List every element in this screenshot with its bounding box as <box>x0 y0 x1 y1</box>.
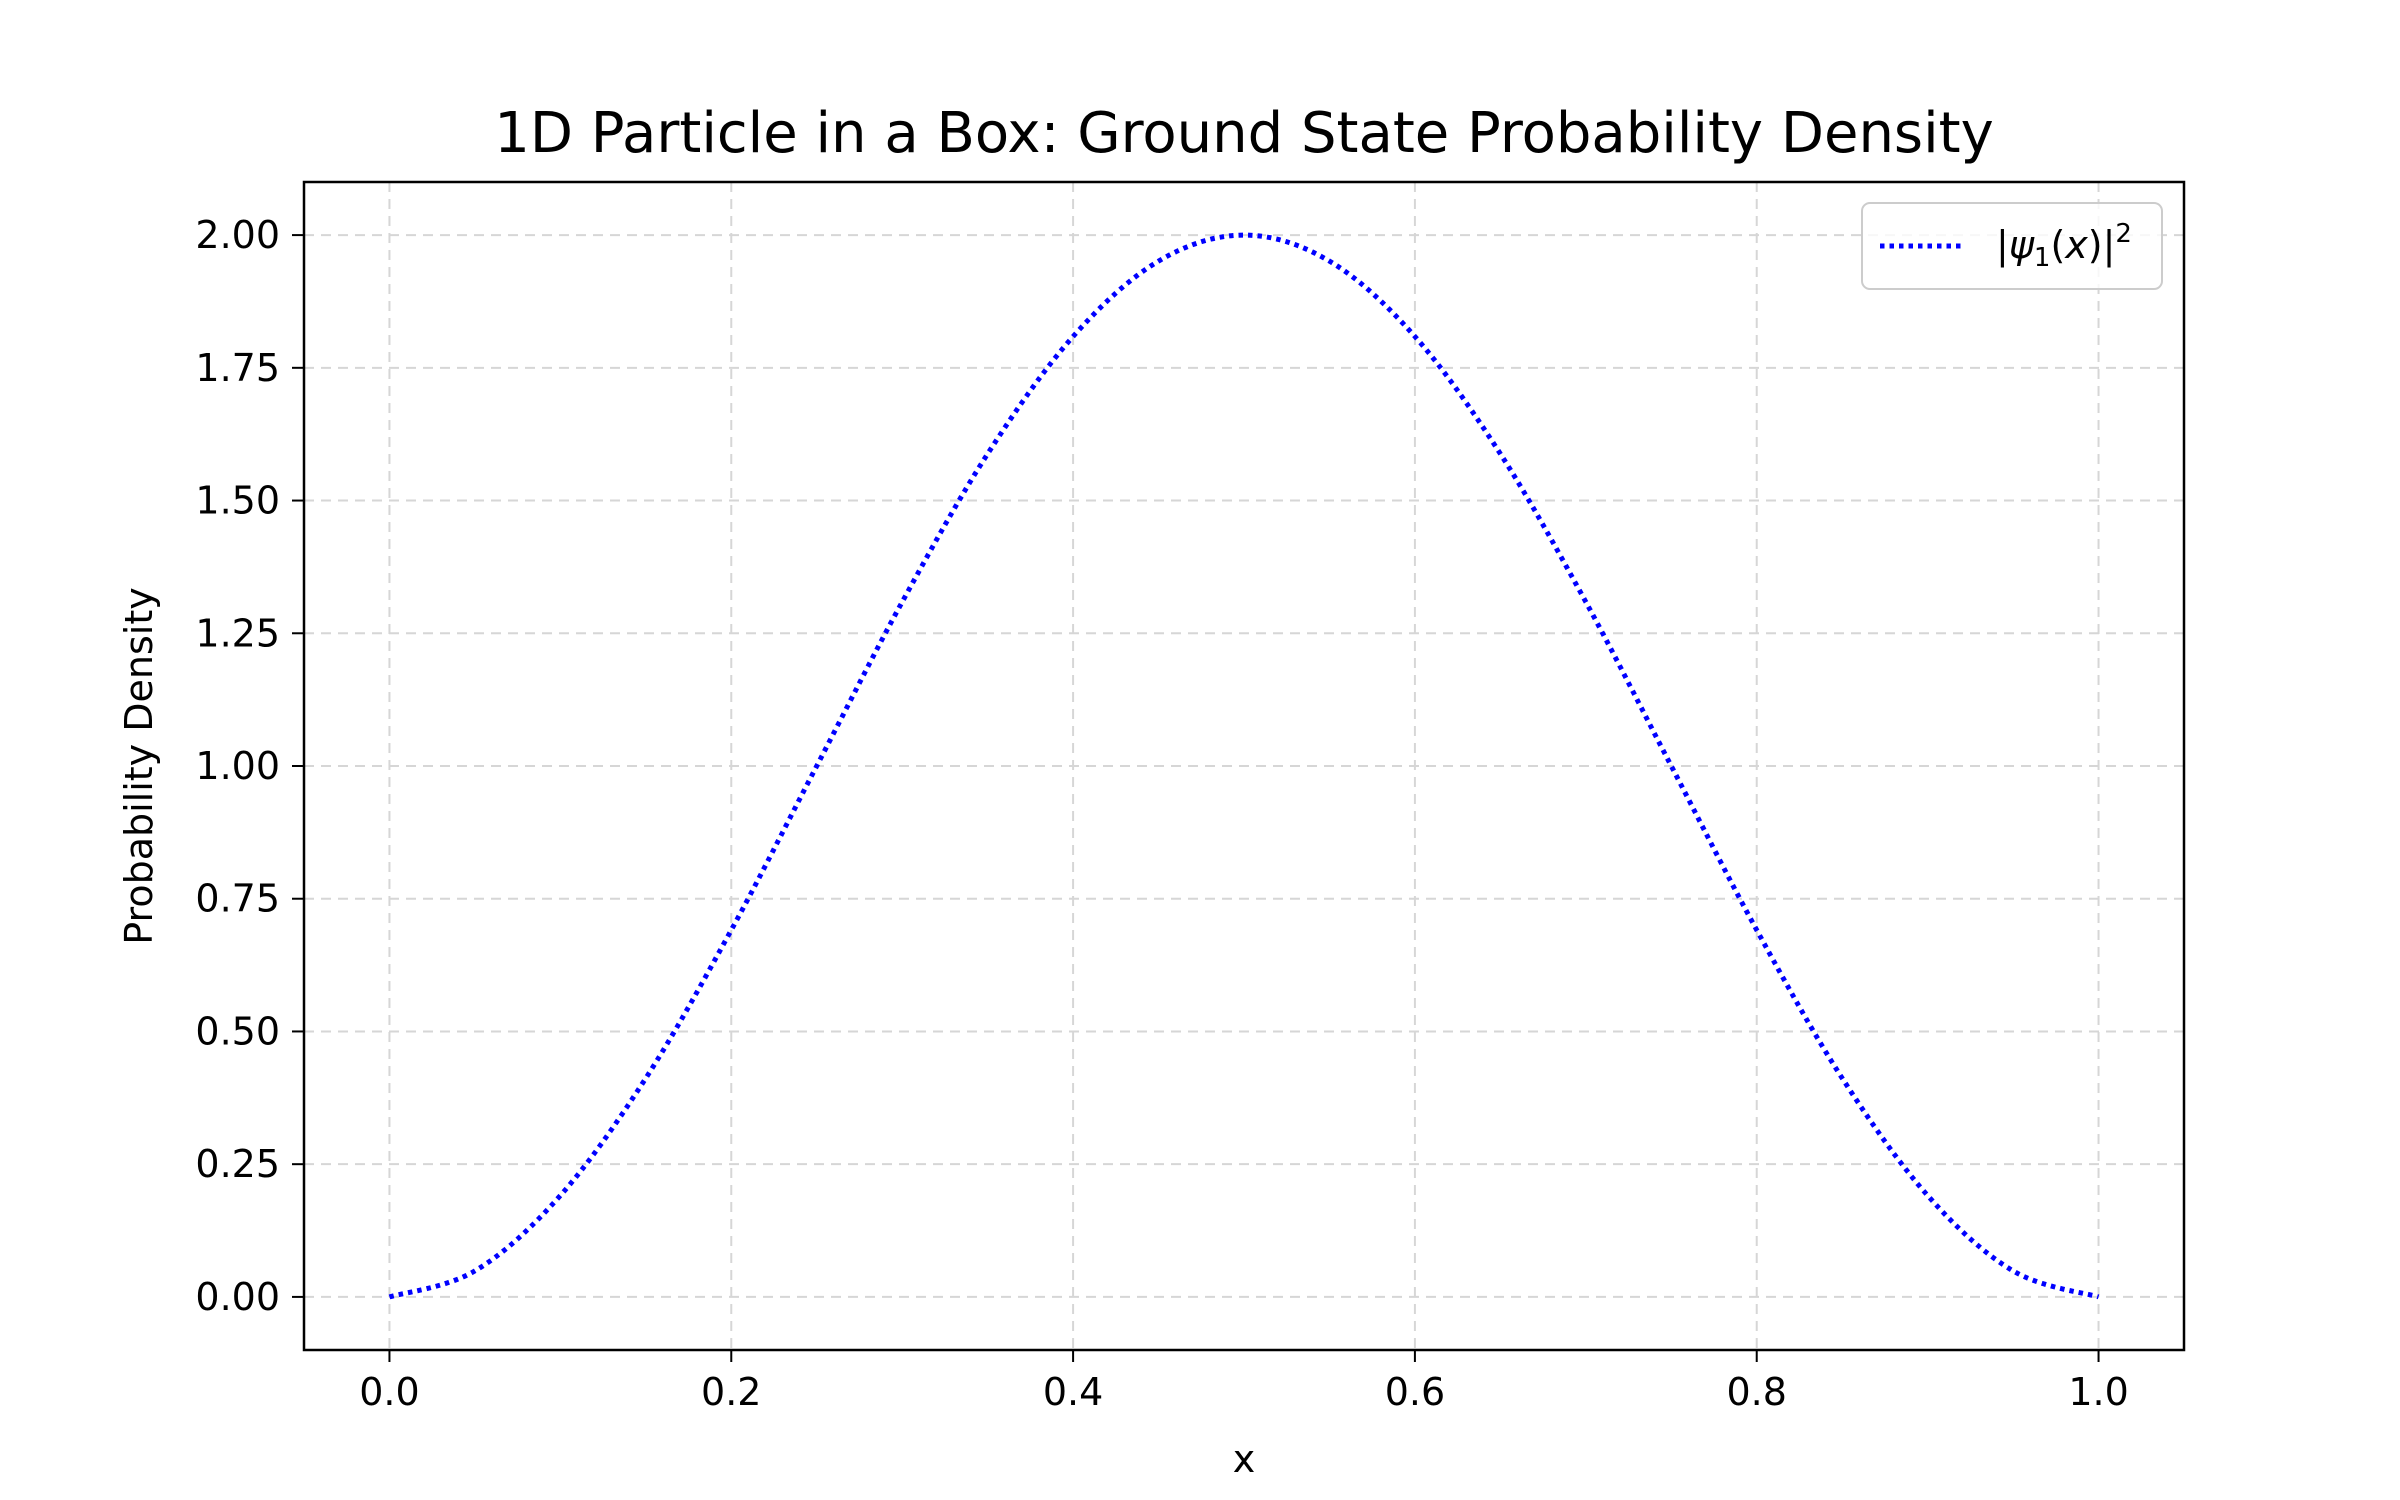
grid-layer <box>304 182 2184 1350</box>
x-tick-label: 0.8 <box>1727 1370 1787 1414</box>
y-tick-label: 1.00 <box>195 744 280 788</box>
y-tick-label: 0.25 <box>195 1142 280 1186</box>
y-tick-label: 1.50 <box>195 479 280 523</box>
legend-label: |ψ1(x)|2 <box>1996 219 2132 273</box>
chart-title: 1D Particle in a Box: Ground State Proba… <box>494 101 1994 166</box>
x-tick-label: 1.0 <box>2068 1370 2128 1414</box>
y-tick-label: 2.00 <box>195 213 280 257</box>
legend: |ψ1(x)|2 <box>1861 202 2163 290</box>
y-axis-label: Probability Density <box>117 587 161 944</box>
y-tick-label: 1.25 <box>195 611 280 655</box>
ticks-layer: 0.0 0.2 0.4 0.6 0.8 1.0 0.00 0.25 0.50 0.75 1.00 1.… <box>195 213 2128 1414</box>
legend-box <box>1861 202 2163 290</box>
x-tick-label: 0.4 <box>1043 1370 1103 1414</box>
x-tick-label: 0.2 <box>701 1370 761 1414</box>
y-tick-label: 1.75 <box>195 346 280 390</box>
y-tick-label: 0.75 <box>195 877 280 921</box>
x-tick-label: 0.6 <box>1385 1370 1445 1414</box>
x-tick-label: 0.0 <box>359 1370 419 1414</box>
y-tick-label: 0.50 <box>195 1009 280 1053</box>
x-axis-label: x <box>1233 1437 1256 1481</box>
y-tick-label: 0.00 <box>195 1275 280 1319</box>
